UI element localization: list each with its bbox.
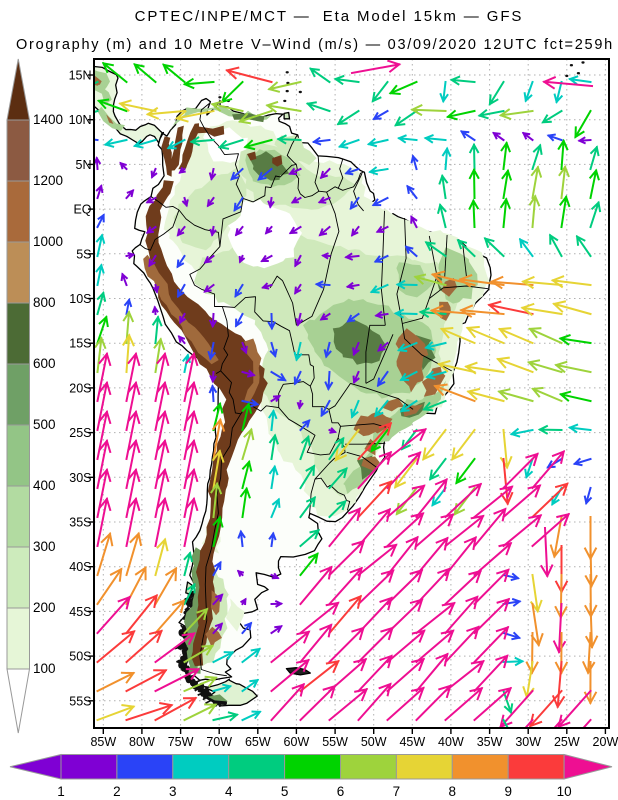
svg-text:8: 8 (449, 784, 457, 799)
svg-text:15S: 15S (69, 337, 91, 351)
svg-text:100: 100 (33, 661, 56, 676)
svg-text:400: 400 (33, 478, 56, 493)
svg-text:20S: 20S (69, 381, 91, 395)
svg-text:1200: 1200 (33, 173, 63, 188)
svg-text:85W: 85W (90, 735, 116, 749)
svg-text:2: 2 (113, 784, 121, 799)
svg-text:300: 300 (33, 539, 56, 554)
svg-text:30S: 30S (69, 471, 91, 485)
svg-text:6: 6 (337, 784, 345, 799)
svg-text:Orography (m) and 10 Metre V–W: Orography (m) and 10 Metre V–Wind (m/s) … (16, 37, 614, 53)
svg-text:CPTEC/INPE/MCT — Eta Model 15: CPTEC/INPE/MCT — Eta Model 15km — GFS (135, 8, 524, 25)
svg-text:35W: 35W (477, 735, 503, 749)
svg-text:800: 800 (33, 295, 56, 310)
svg-text:600: 600 (33, 356, 56, 371)
svg-text:65W: 65W (245, 735, 271, 749)
svg-text:5: 5 (281, 784, 289, 799)
svg-text:EQ: EQ (73, 203, 91, 217)
svg-text:45W: 45W (399, 735, 425, 749)
svg-text:1: 1 (57, 784, 65, 799)
svg-text:5N: 5N (76, 158, 92, 172)
svg-text:30W: 30W (515, 735, 541, 749)
svg-text:1400: 1400 (33, 112, 63, 127)
svg-text:55S: 55S (69, 694, 91, 708)
svg-text:5S: 5S (76, 247, 91, 261)
svg-text:10S: 10S (69, 292, 91, 306)
svg-text:3: 3 (169, 784, 177, 799)
svg-text:35S: 35S (69, 516, 91, 530)
svg-text:50W: 50W (361, 735, 387, 749)
svg-text:7: 7 (393, 784, 401, 799)
svg-text:50S: 50S (69, 650, 91, 664)
svg-text:20W: 20W (593, 735, 618, 749)
svg-text:10: 10 (557, 784, 572, 799)
svg-text:55W: 55W (322, 735, 348, 749)
svg-text:60W: 60W (284, 735, 310, 749)
svg-text:10N: 10N (69, 113, 92, 127)
svg-text:1000: 1000 (33, 234, 63, 249)
svg-text:500: 500 (33, 417, 56, 432)
svg-text:15N: 15N (69, 69, 92, 83)
svg-text:9: 9 (504, 784, 512, 799)
svg-text:200: 200 (33, 600, 56, 615)
svg-text:75W: 75W (168, 735, 194, 749)
svg-text:4: 4 (225, 784, 233, 799)
svg-text:25S: 25S (69, 426, 91, 440)
svg-text:40W: 40W (438, 735, 464, 749)
svg-text:80W: 80W (129, 735, 155, 749)
svg-text:40S: 40S (69, 560, 91, 574)
svg-text:45S: 45S (69, 605, 91, 619)
svg-text:25W: 25W (554, 735, 580, 749)
svg-text:70W: 70W (206, 735, 232, 749)
